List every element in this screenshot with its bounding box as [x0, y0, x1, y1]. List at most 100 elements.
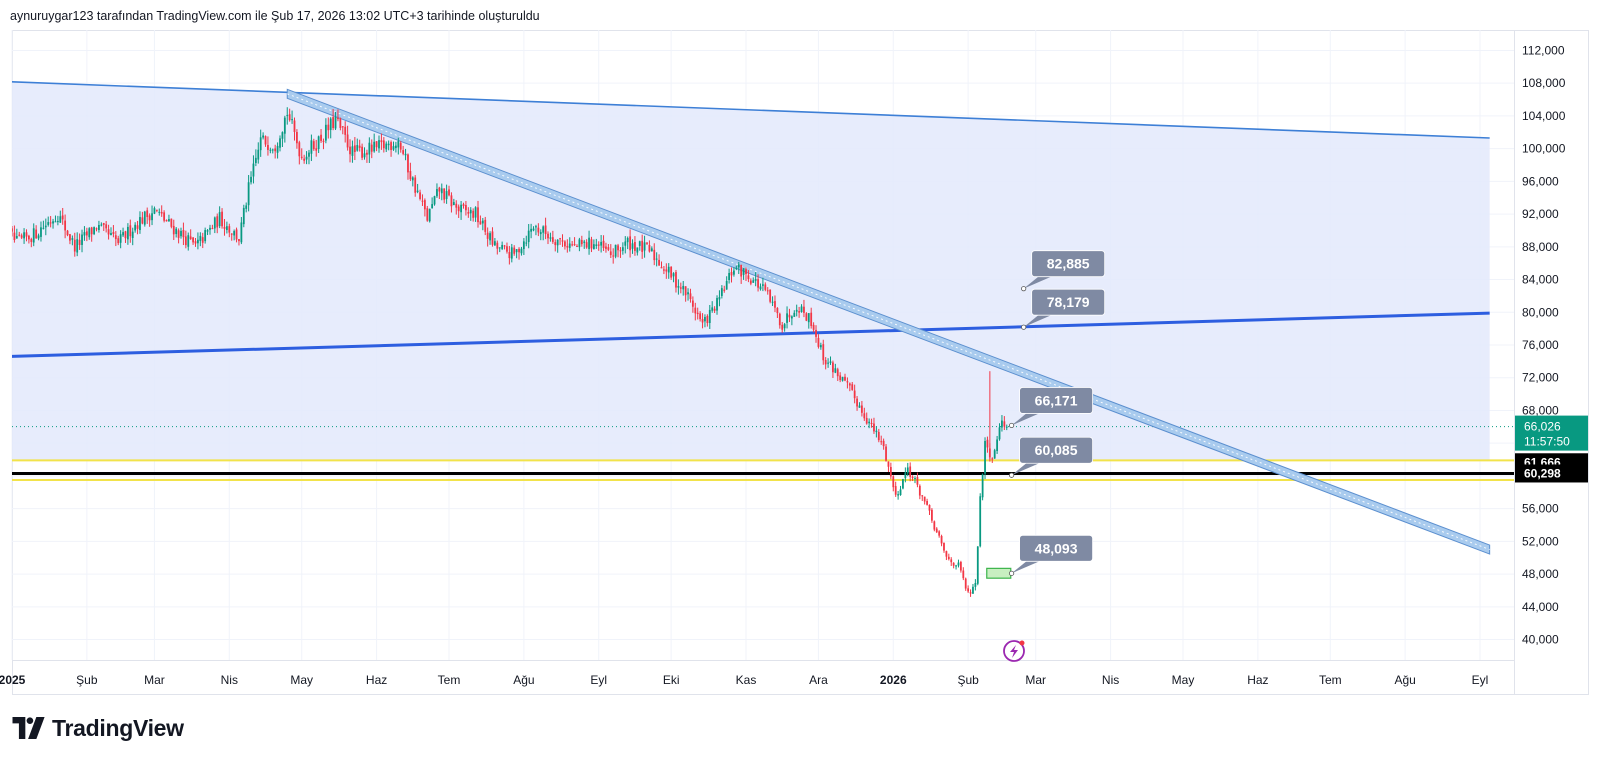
candle [938, 530, 941, 538]
candle-body [754, 279, 757, 281]
candle [781, 321, 784, 333]
candle [742, 268, 745, 280]
candle [235, 227, 238, 243]
price-callout[interactable]: 66,171 [1008, 387, 1093, 429]
candle [696, 307, 699, 320]
candle-body [184, 236, 187, 246]
x-tick-label: Ağu [513, 673, 534, 687]
candle [450, 192, 453, 213]
target-zone-box[interactable] [986, 567, 1012, 579]
candle-body [69, 234, 71, 241]
candle [921, 494, 924, 501]
x-tick-label: Tem [1319, 673, 1342, 687]
candle-body [175, 228, 178, 235]
candle [757, 274, 759, 292]
candle-body [568, 243, 571, 248]
support-trend-line[interactable] [0, 311, 1490, 358]
price-axis[interactable]: 112,000 108,000 104,000 100,000 96,000 92,000… [1522, 43, 1566, 646]
level-price-label: 60,298 [1524, 466, 1561, 480]
candle [735, 265, 738, 271]
candle [73, 232, 76, 257]
candle [817, 334, 820, 349]
plot-area[interactable] [0, 81, 1514, 597]
candle-body [151, 213, 153, 221]
candle-body [474, 207, 477, 218]
candle-body [612, 255, 615, 257]
candle [337, 109, 339, 122]
candle-body [131, 231, 134, 239]
candle-body [192, 237, 194, 243]
candle [856, 396, 858, 411]
candle-body [262, 135, 265, 138]
candle-body [324, 124, 327, 141]
candle [827, 358, 829, 368]
candle-body [35, 229, 38, 239]
candle [59, 210, 62, 223]
price-callout[interactable]: 82,885 [1021, 250, 1106, 292]
candle-body [805, 313, 808, 321]
candle-body [795, 309, 798, 312]
tradingview-logo: TradingView [12, 713, 184, 743]
candle [612, 248, 615, 264]
candle-body [585, 242, 588, 248]
candle-body [928, 504, 931, 511]
candle-body [863, 413, 866, 419]
candle-body [163, 212, 166, 221]
candle [592, 239, 595, 250]
candle-body [110, 233, 112, 236]
candle-body [564, 241, 566, 247]
price-callout[interactable]: 60,085 [1008, 436, 1093, 478]
candle [863, 407, 866, 421]
candle [252, 155, 255, 184]
candle-body [146, 210, 149, 218]
candle-body [426, 208, 429, 221]
candle [281, 131, 284, 148]
candle-body [172, 225, 175, 235]
candle [143, 210, 146, 227]
candle [402, 145, 405, 156]
drawing-overlay[interactable]: 82,885 78,179 66,171 60,085 48,093 [986, 250, 1106, 579]
y-tick-label: 80,000 [1522, 305, 1559, 319]
callout-anchor-dot [1008, 472, 1015, 478]
candle [914, 476, 916, 484]
candle [308, 149, 310, 165]
callout-pointer [1011, 560, 1042, 574]
candle [974, 579, 977, 591]
candle [810, 307, 813, 329]
spark-icon[interactable] [1003, 640, 1025, 662]
candle-body [197, 239, 199, 244]
candle [172, 219, 175, 241]
candle [363, 147, 366, 160]
candle-body [148, 215, 151, 221]
candle [332, 108, 335, 131]
price-callout[interactable]: 78,179 [1021, 288, 1106, 330]
candle-body [283, 117, 286, 134]
candle-body [605, 246, 607, 249]
candle [510, 243, 513, 263]
candle [769, 289, 772, 304]
candle [677, 279, 680, 295]
candle [399, 141, 402, 153]
candle-body [824, 360, 827, 365]
price-callout[interactable]: 48,093 [1008, 534, 1093, 576]
candle [595, 238, 598, 249]
candle [141, 211, 144, 225]
candle [706, 314, 709, 327]
time-axis[interactable]: 2025 Şub Mar Nis May Haz Tem Ağu Eyl Eki Kas Ara 202… [0, 673, 1488, 687]
candle [329, 117, 332, 139]
candle [346, 125, 349, 151]
candle [40, 221, 42, 242]
candle [457, 204, 460, 218]
candle-body [276, 145, 279, 153]
candle-body [926, 501, 928, 505]
candle-body [720, 288, 723, 296]
candle [793, 310, 796, 317]
candle-body [409, 171, 412, 180]
candle [682, 280, 685, 296]
candle [638, 240, 641, 251]
candle [6, 233, 8, 237]
candle-body [783, 324, 786, 329]
candle-body [660, 267, 663, 269]
channel-top-line[interactable] [0, 81, 1490, 139]
